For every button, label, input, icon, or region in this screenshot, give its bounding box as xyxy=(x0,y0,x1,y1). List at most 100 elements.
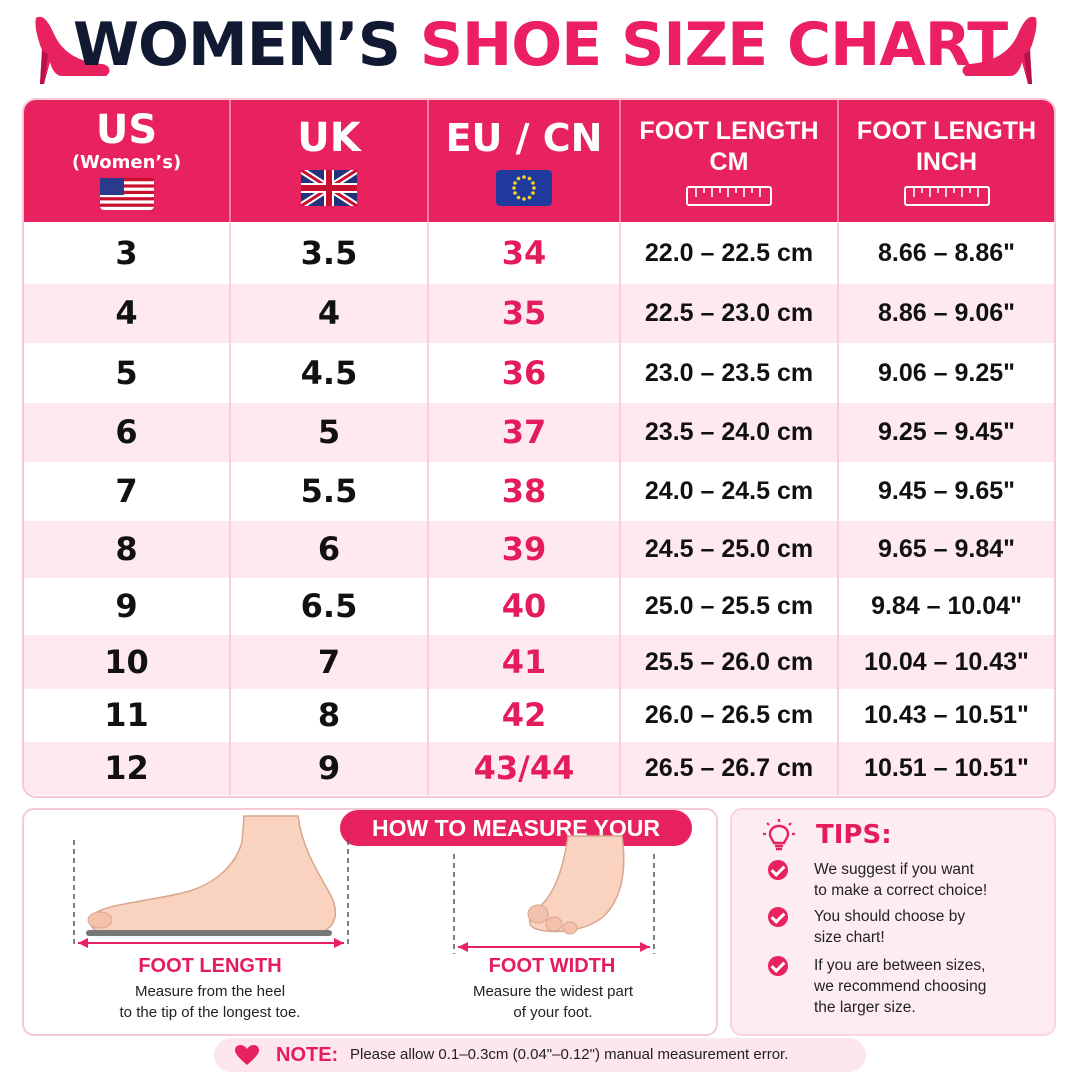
cell-eu: 42 xyxy=(429,689,621,742)
cell-inch: 9.06 – 9.25" xyxy=(878,359,1015,387)
cell-us: 9 xyxy=(24,578,231,635)
tip-item: If you are between sizes, we recommend c… xyxy=(814,955,1044,1018)
cell-inch: 9.45 – 9.65" xyxy=(878,477,1015,505)
cell-uk: 6.5 xyxy=(231,578,429,635)
table-row: 9 6.5 40 25.0 – 25.5 cm 9.84 – 10.04" xyxy=(24,578,1054,635)
cell-inch: 9.25 – 9.45" xyxy=(878,418,1015,446)
tip-item: We suggest if you want to make a correct… xyxy=(814,859,1044,901)
table-row: 12 9 43/44 26.5 – 26.7 cm 10.51 – 10.51" xyxy=(24,742,1054,795)
cell-inch: 10.51 – 10.51" xyxy=(864,754,1029,782)
cell-us: 10 xyxy=(24,635,231,689)
uk-flag-icon xyxy=(301,170,357,206)
note-text: Please allow 0.1–0.3cm (0.04"–0.12") man… xyxy=(350,1046,789,1063)
tip-line: We suggest if you want xyxy=(814,861,974,878)
eu-flag-icon xyxy=(496,170,552,206)
us-flag-icon xyxy=(99,178,154,210)
table-row: 6 5 37 23.5 – 24.0 cm 9.25 – 9.45" xyxy=(24,403,1054,462)
table-header: US (Women’s) UK EU / xyxy=(24,100,1054,222)
cell-uk: 9 xyxy=(231,742,429,795)
cell-inch: 10.04 – 10.43" xyxy=(864,648,1029,676)
header-us-sub: (Women’s) xyxy=(71,152,182,173)
header-cm-label: FOOT LENGTH CM xyxy=(621,100,837,178)
cell-us: 3 xyxy=(24,222,231,284)
cell-us: 7 xyxy=(24,462,231,521)
cell-eu: 34 xyxy=(429,222,621,284)
tip-line: the larger size. xyxy=(814,999,916,1016)
header-us: US (Women’s) xyxy=(24,100,231,222)
foot-length-desc-line2: to the tip of the longest toe. xyxy=(119,1004,301,1021)
cell-cm: 23.0 – 23.5 cm xyxy=(621,343,839,403)
cell-eu: 41 xyxy=(429,635,621,689)
tips-title: TIPS: xyxy=(816,820,892,850)
foot-length-desc-line1: Measure from the heel xyxy=(134,983,286,1000)
cell-inch: 8.66 – 8.86" xyxy=(878,239,1015,267)
cell-us: 11 xyxy=(24,689,231,742)
cell-eu: 43/44 xyxy=(429,742,621,795)
cell-uk: 7 xyxy=(231,635,429,689)
foot-side-illustration xyxy=(73,815,349,948)
lightbulb-icon xyxy=(763,819,795,851)
cell-uk: 6 xyxy=(231,521,429,578)
cell-cm: 24.0 – 24.5 cm xyxy=(621,462,839,521)
title-part1: WOMEN’S xyxy=(72,10,401,80)
table-row: 11 8 42 26.0 – 26.5 cm 10.43 – 10.51" xyxy=(24,689,1054,742)
size-table: US (Women’s) UK EU / xyxy=(22,98,1056,798)
check-icon xyxy=(768,956,788,976)
header-inch-line1: FOOT LENGTH xyxy=(856,117,1037,145)
tip-line: If you are between sizes, xyxy=(814,957,986,974)
foot-width-label: FOOT WIDTH xyxy=(488,955,616,977)
cell-uk: 4 xyxy=(231,284,429,343)
measure-heading: HOW TO MEASURE YOUR FOOT xyxy=(340,810,692,877)
cell-uk: 5 xyxy=(231,403,429,462)
header-inch-line2: INCH xyxy=(915,148,978,176)
cell-cm: 22.0 – 22.5 cm xyxy=(621,222,839,284)
cell-us: 12 xyxy=(24,742,231,795)
header-cm-line2: CM xyxy=(709,148,749,176)
header-eu: EU / CN xyxy=(429,100,621,222)
cell-cm: 24.5 – 25.0 cm xyxy=(621,521,839,578)
table-row: 4 4 35 22.5 – 23.0 cm 8.86 – 9.06" xyxy=(24,284,1054,343)
cell-uk: 8 xyxy=(231,689,429,742)
foot-length-label: FOOT LENGTH xyxy=(138,955,282,977)
cell-uk: 4.5 xyxy=(231,343,429,403)
header-inch-label: FOOT LENGTH INCH xyxy=(839,100,1054,178)
cell-cm: 25.5 – 26.0 cm xyxy=(621,635,839,689)
tip-line: size chart! xyxy=(814,929,885,946)
foot-width-desc-line1: Measure the widest part xyxy=(472,983,634,1000)
foot-length-desc: Measure from the heel to the tip of the … xyxy=(80,981,340,1023)
header-uk-label: UK xyxy=(297,115,361,161)
cell-cm: 22.5 – 23.0 cm xyxy=(621,284,839,343)
cell-inch: 9.65 – 9.84" xyxy=(878,535,1015,563)
cell-eu: 36 xyxy=(429,343,621,403)
cell-eu: 37 xyxy=(429,403,621,462)
cell-cm: 25.0 – 25.5 cm xyxy=(621,578,839,635)
cell-us: 5 xyxy=(24,343,231,403)
ruler-icon xyxy=(686,186,772,206)
note-bar xyxy=(214,1038,866,1072)
header-cm-line1: FOOT LENGTH xyxy=(639,117,819,145)
header-us-label: US xyxy=(95,107,158,153)
cell-cm: 26.0 – 26.5 cm xyxy=(621,689,839,742)
foot-width-desc: Measure the widest part of your foot. xyxy=(430,981,676,1023)
check-icon xyxy=(768,860,788,880)
high-heel-icon xyxy=(35,16,110,84)
table-row: 10 7 41 25.5 – 26.0 cm 10.04 – 10.43" xyxy=(24,635,1054,689)
foot-width-desc-line2: of your foot. xyxy=(513,1004,593,1021)
tip-line: to make a correct choice! xyxy=(814,882,988,899)
page-title: WOMEN’S SHOE SIZE CHART xyxy=(0,6,1080,84)
cell-us: 6 xyxy=(24,403,231,462)
high-heel-icon xyxy=(962,16,1037,84)
table-row: 7 5.5 38 24.0 – 24.5 cm 9.45 – 9.65" xyxy=(24,462,1054,521)
cell-eu: 38 xyxy=(429,462,621,521)
tip-item: You should choose by size chart! xyxy=(814,906,1044,948)
header-uk: UK xyxy=(231,100,429,222)
cell-eu: 40 xyxy=(429,578,621,635)
tip-line: You should choose by xyxy=(814,908,966,925)
cell-uk: 5.5 xyxy=(231,462,429,521)
cell-eu: 35 xyxy=(429,284,621,343)
cell-us: 4 xyxy=(24,284,231,343)
cell-inch: 10.43 – 10.51" xyxy=(864,701,1029,729)
header-cm: FOOT LENGTH CM xyxy=(621,100,839,222)
cell-eu: 39 xyxy=(429,521,621,578)
ruler-icon xyxy=(903,186,990,206)
